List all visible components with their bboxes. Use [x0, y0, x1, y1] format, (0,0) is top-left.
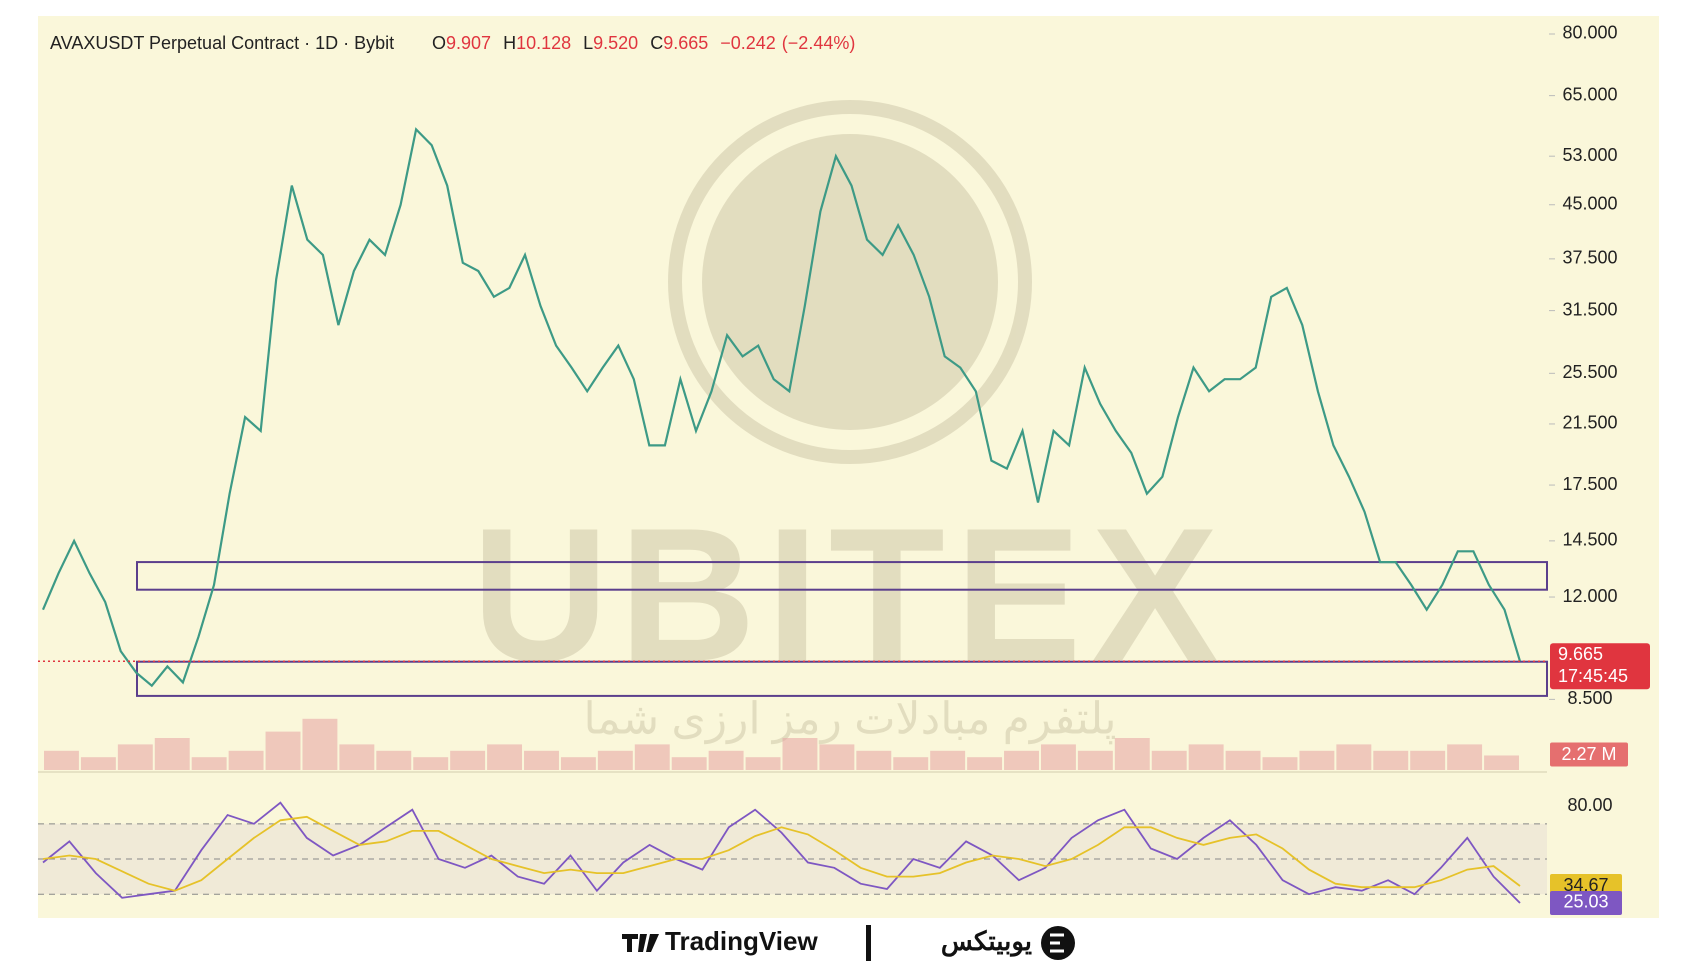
volume-bar: [1114, 738, 1150, 770]
ohlc-item: 9.665: [663, 33, 708, 53]
y-tick-label: 14.500: [1562, 530, 1617, 550]
volume-bar: [154, 738, 190, 770]
last-price-tag: [1550, 643, 1650, 690]
volume-bar: [413, 757, 449, 770]
ohlc-item: 9.520: [593, 33, 638, 53]
volume-bar: [1410, 750, 1446, 770]
y-tick-label: 8.500: [1567, 688, 1612, 708]
rsi-line: [42, 801, 1521, 904]
support-zone: [136, 660, 1548, 697]
volume-bar: [117, 744, 153, 770]
volume-bar: [265, 731, 301, 770]
volume-bar: [80, 757, 116, 770]
volume-bar: [1040, 744, 1076, 770]
y-tick-label: 12.000: [1562, 586, 1617, 606]
volume-bar: [1299, 750, 1335, 770]
ohlc-item: O: [432, 33, 446, 53]
volume-bar: [1004, 750, 1039, 770]
volume-bar: [1077, 750, 1113, 770]
volume-bar: [191, 757, 227, 770]
volume-bar: [856, 750, 892, 770]
ohlc-item: (−2.44%): [782, 33, 856, 53]
volume-bar: [782, 738, 818, 770]
volume-bar: [1447, 744, 1483, 770]
y-tick-label: 37.500: [1562, 248, 1617, 268]
volume-bar: [597, 750, 633, 770]
y-tick-label: 53.000: [1562, 145, 1617, 165]
volume-bar: [634, 744, 670, 770]
ohlc-item: L: [583, 33, 593, 53]
rsi-tick-label: 80.00: [1567, 795, 1612, 815]
volume-bar: [745, 757, 781, 770]
chart-title: AVAXUSDT Perpetual Contract · 1D · Bybit: [50, 33, 394, 53]
volume-bar: [228, 750, 264, 770]
volume-bar: [302, 718, 338, 770]
price-line: [41, 127, 1522, 688]
watermark-subtext: پلتفرم مبادلات رمز ارزی شما: [583, 695, 1116, 745]
ohlc-values: O9.907 H10.128 L9.520 C9.665 −0.242 (−2.44%): [432, 33, 855, 53]
volume-bar: [819, 744, 855, 770]
ubitex-logo-mark: [1050, 933, 1064, 953]
footer-logo-text: یوبیتکس: [941, 926, 1032, 957]
volume-bar: [1151, 750, 1187, 770]
rsi-tag-label: 25.03: [1563, 892, 1608, 912]
volume-bar: [376, 750, 412, 770]
countdown-label: 17:45:45: [1558, 666, 1628, 686]
volume-bar: [893, 757, 929, 770]
y-tick-label: 80.000: [1562, 23, 1617, 43]
volume-bar: [524, 750, 559, 770]
ohlc-legend: O9.907 H10.128 L9.520 C9.665 −0.242 (−2.44%): [432, 33, 855, 53]
watermark-text: UBITEX: [472, 489, 1229, 701]
y-tick-label: 25.500: [1562, 362, 1617, 382]
volume-bar: [1336, 744, 1372, 770]
tradingview-logo: [622, 934, 659, 952]
ohlc-item: −0.242: [720, 33, 776, 53]
y-tick-label: 65.000: [1562, 84, 1617, 104]
y-tick-label: 31.500: [1562, 299, 1617, 319]
watermark-disc: [702, 134, 998, 430]
volume-bar: [930, 750, 966, 770]
volume-bar: [44, 750, 79, 770]
footer-separator: [866, 925, 871, 961]
volume-bar: [487, 744, 523, 770]
footer-brand: TradingView: [665, 926, 818, 956]
volume-tag: [1550, 742, 1628, 767]
last-price-label: 9.665: [1558, 644, 1603, 664]
watermark: UBITEX پلتفرم مبادلات رمز ارزی شما: [472, 100, 1229, 745]
volume-bar: [1262, 757, 1298, 770]
y-tick-label: 45.000: [1562, 194, 1617, 214]
y-tick-label: 21.500: [1562, 413, 1617, 433]
ohlc-item: H: [503, 33, 516, 53]
volume-bar: [1188, 744, 1224, 770]
ohlc-item: 9.907: [446, 33, 491, 53]
volume-label: 2.27 M: [1561, 744, 1616, 764]
y-tick-label: 17.500: [1562, 474, 1617, 494]
volume-bar: [967, 757, 1003, 770]
volume-bar: [1373, 750, 1409, 770]
ohlc-item: C: [650, 33, 663, 53]
footer: TradingView یوبیتکس: [622, 925, 1075, 961]
volume-bar: [1225, 750, 1261, 770]
rsi-tag: [1550, 890, 1622, 915]
rsi-tag-label: 34.67: [1563, 875, 1608, 895]
volume-bar: [339, 744, 375, 770]
rsi-band: [38, 823, 1547, 895]
volume-bar: [1484, 755, 1519, 770]
volume-bar: [671, 757, 707, 770]
ohlc-item: 10.128: [516, 33, 571, 53]
support-zone: [136, 561, 1548, 591]
rsi-ma-line: [42, 815, 1521, 892]
watermark-ring: [668, 100, 1032, 464]
volume-bar: [560, 757, 596, 770]
volume-bar: [708, 750, 744, 770]
volume-bar: [450, 750, 486, 770]
